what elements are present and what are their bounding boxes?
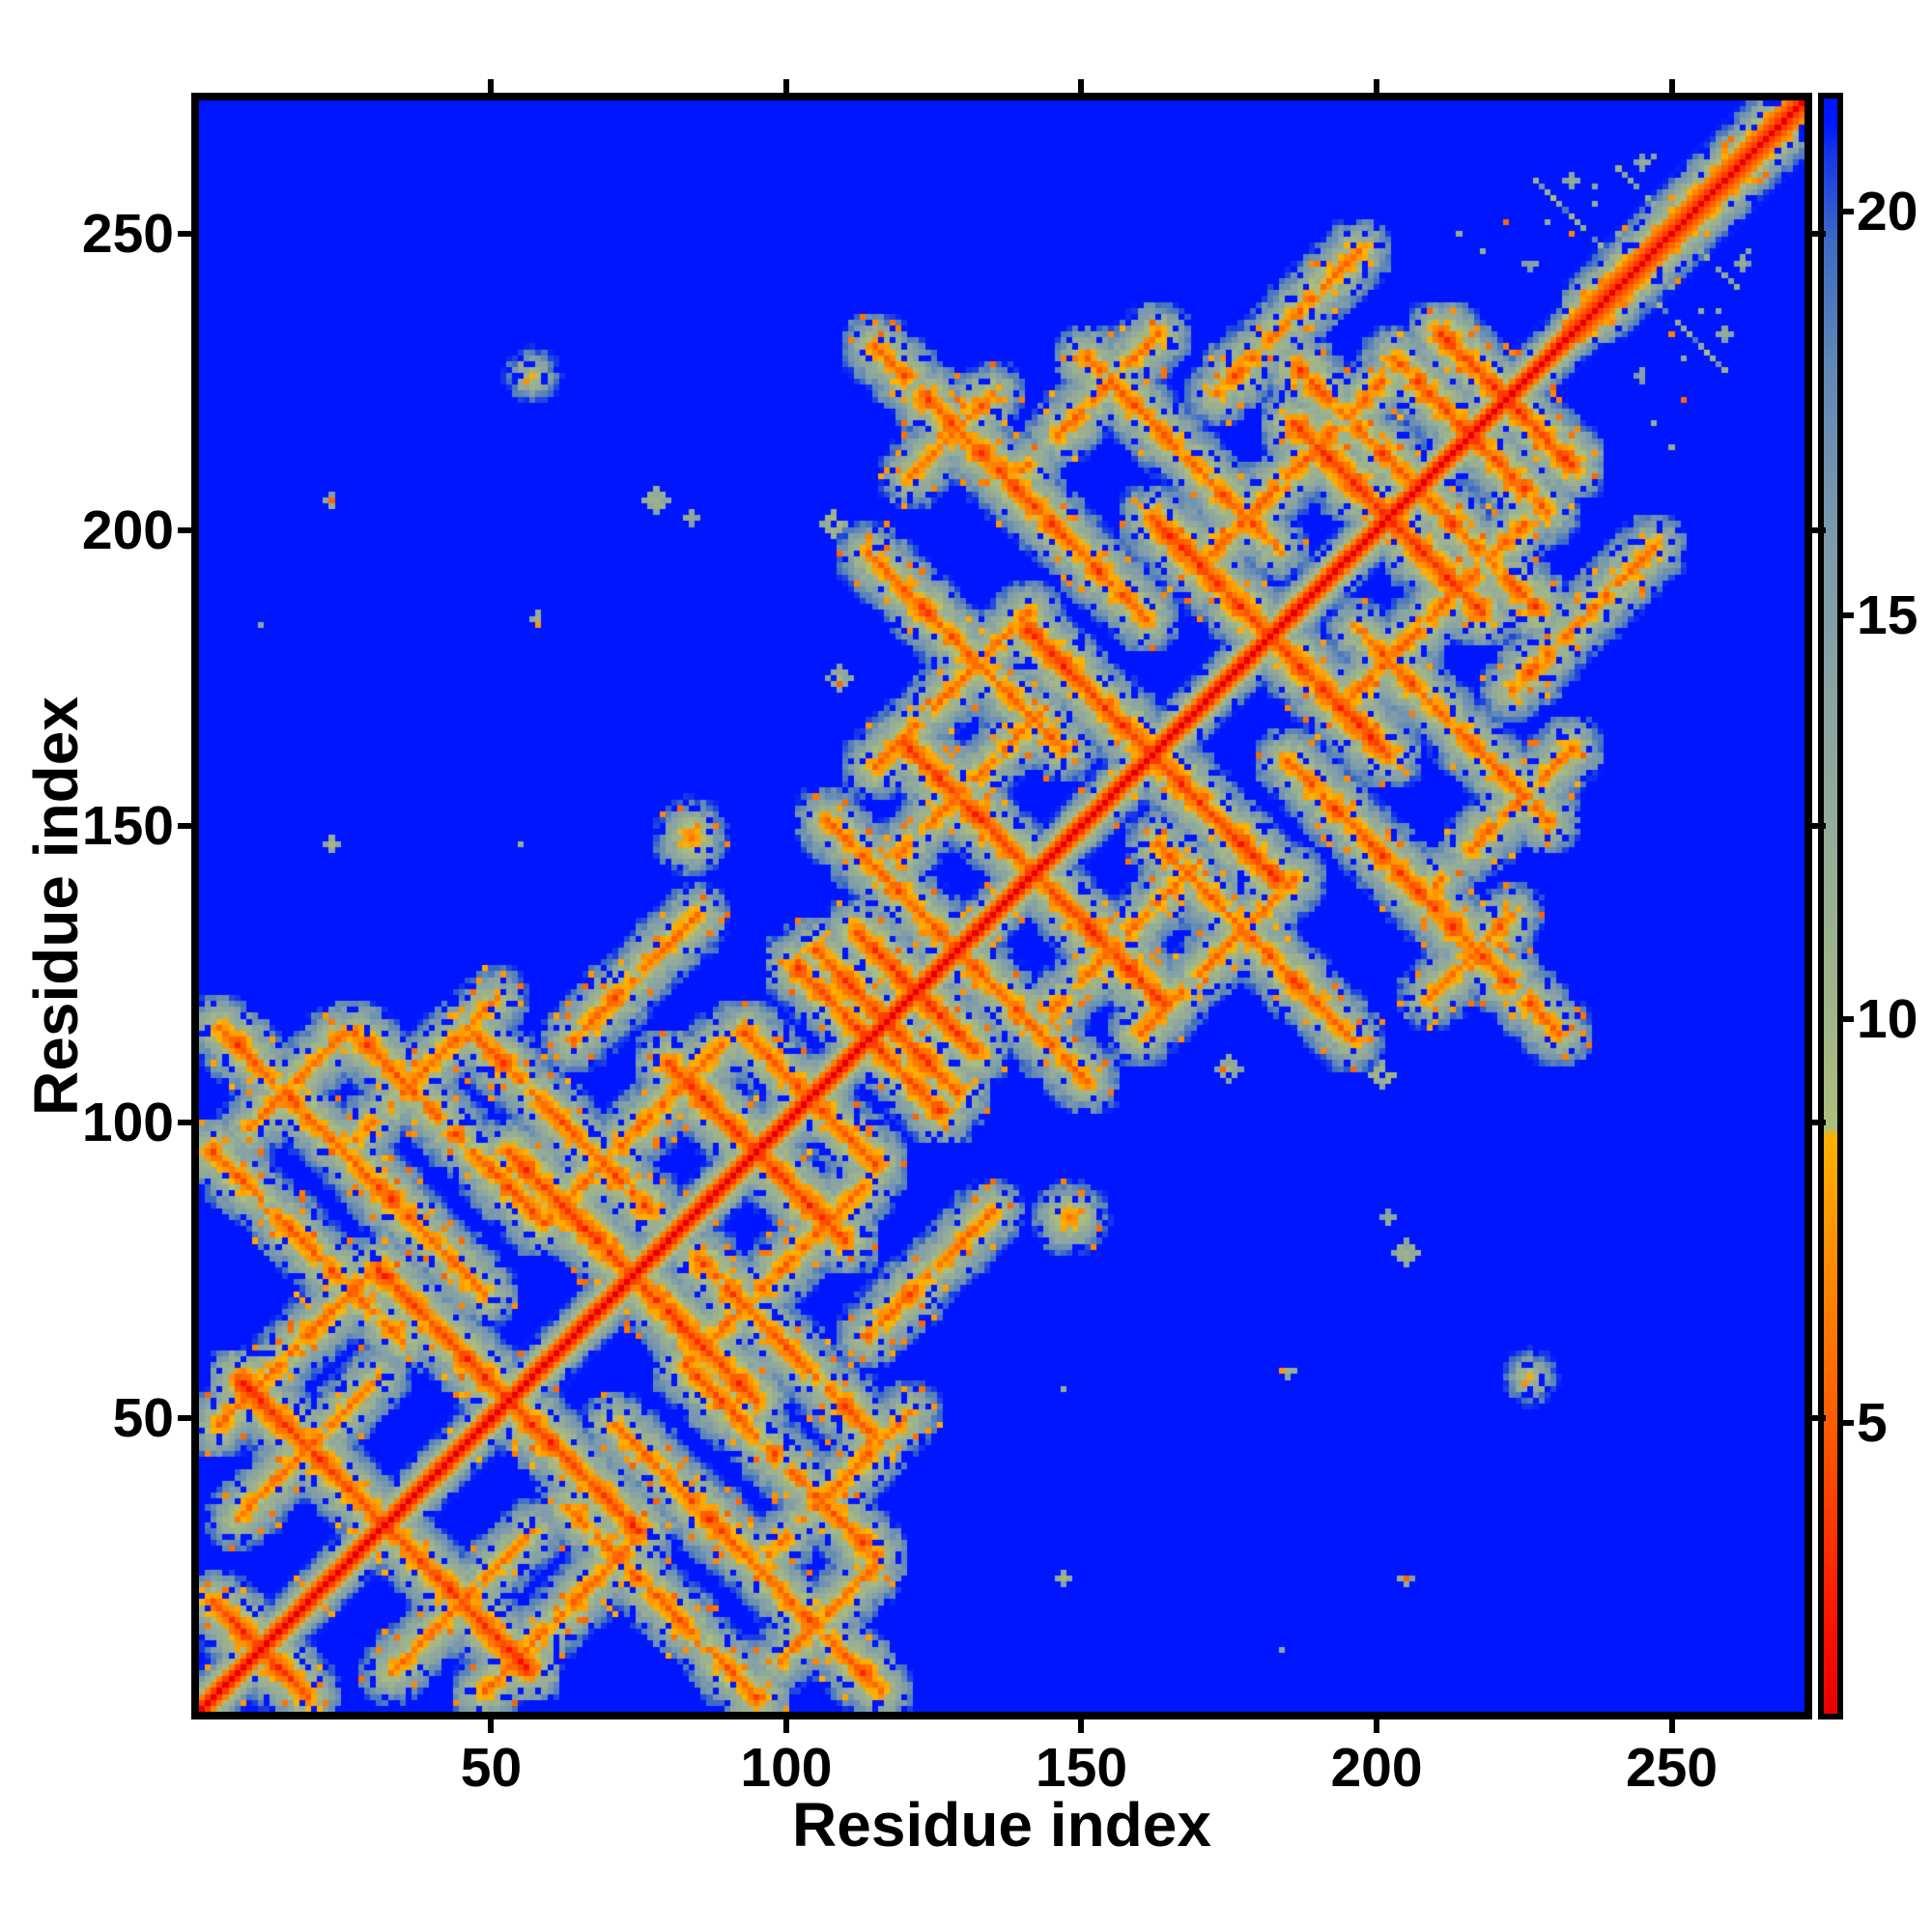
colorbar-tick-label-10: 10 bbox=[1857, 988, 1918, 1051]
x-axis-title: Residue index bbox=[792, 1790, 1211, 1860]
y-tick-100-left bbox=[178, 1119, 191, 1125]
y-tick-label-200: 200 bbox=[81, 498, 174, 561]
x-tick-250-bottom bbox=[1668, 1719, 1675, 1733]
x-tick-100-top bbox=[782, 79, 789, 93]
x-tick-50-bottom bbox=[488, 1719, 495, 1733]
y-tick-50-left bbox=[178, 1415, 191, 1422]
y-tick-250-left bbox=[178, 230, 191, 237]
x-tick-100-bottom bbox=[782, 1719, 789, 1733]
colorbar-canvas bbox=[1824, 99, 1837, 1714]
x-tick-50-top bbox=[488, 79, 495, 93]
x-tick-label-200: 200 bbox=[1330, 1737, 1423, 1799]
colorbar-tick-label-15: 15 bbox=[1857, 584, 1918, 647]
colorbar-tick-label-5: 5 bbox=[1857, 1392, 1888, 1455]
x-tick-label-50: 50 bbox=[460, 1737, 523, 1799]
y-tick-100-right bbox=[1812, 1119, 1826, 1125]
y-tick-label-250: 250 bbox=[81, 202, 174, 265]
y-tick-50-right bbox=[1812, 1415, 1826, 1422]
colorbar-tick-5 bbox=[1843, 1420, 1854, 1427]
x-tick-200-bottom bbox=[1374, 1719, 1379, 1733]
x-tick-150-bottom bbox=[1078, 1719, 1085, 1733]
colorbar-tick-label-20: 20 bbox=[1857, 181, 1918, 243]
x-tick-200-top bbox=[1374, 79, 1379, 93]
colorbar-frame bbox=[1818, 93, 1843, 1719]
x-tick-label-100: 100 bbox=[740, 1737, 833, 1799]
colorbar-tick-10 bbox=[1843, 1016, 1854, 1023]
colorbar-tick-20 bbox=[1843, 209, 1854, 215]
colorbar-tick-15 bbox=[1843, 612, 1854, 619]
y-tick-250-right bbox=[1812, 230, 1826, 237]
y-tick-150-right bbox=[1812, 823, 1826, 830]
x-tick-150-top bbox=[1078, 79, 1085, 93]
x-tick-250-top bbox=[1668, 79, 1675, 93]
x-tick-label-250: 250 bbox=[1625, 1737, 1719, 1799]
y-tick-label-100: 100 bbox=[81, 1091, 174, 1153]
x-tick-label-150: 150 bbox=[1035, 1737, 1128, 1799]
y-tick-label-150: 150 bbox=[81, 795, 174, 858]
heatmap-plot-frame bbox=[191, 93, 1812, 1719]
y-tick-200-right bbox=[1812, 526, 1826, 533]
y-tick-200-left bbox=[178, 526, 191, 533]
y-tick-150-left bbox=[178, 823, 191, 830]
y-tick-label-50: 50 bbox=[112, 1387, 174, 1450]
distance-matrix-canvas bbox=[199, 100, 1804, 1712]
